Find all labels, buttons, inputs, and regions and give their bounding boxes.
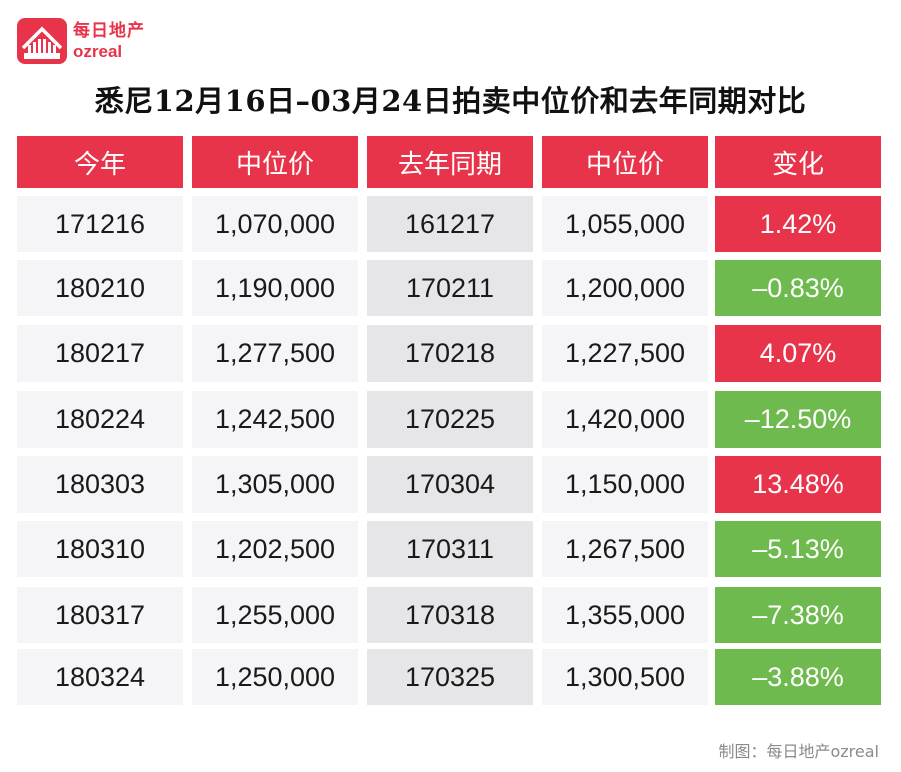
cell-last-year-median: 1,227,500 bbox=[542, 325, 708, 382]
cell-change: 4.07% bbox=[715, 325, 881, 382]
cell-change: –3.88% bbox=[715, 649, 881, 705]
header-last-year-median: 中位价 bbox=[542, 136, 708, 188]
cell-this-year-date: 180210 bbox=[17, 260, 183, 316]
cell-median-price: 1,190,000 bbox=[192, 260, 358, 316]
cell-change: 13.48% bbox=[715, 456, 881, 513]
cell-median-price: 1,277,500 bbox=[192, 325, 358, 382]
cell-last-year-median: 1,355,000 bbox=[542, 587, 708, 643]
cell-change: –12.50% bbox=[715, 391, 881, 448]
cell-last-year-median: 1,267,500 bbox=[542, 521, 708, 577]
cell-change: 1.42% bbox=[715, 196, 881, 252]
cell-this-year-date: 180310 bbox=[17, 521, 183, 577]
house-logo-icon bbox=[17, 18, 67, 64]
cell-last-year-date: 170218 bbox=[367, 325, 533, 382]
cell-this-year-date: 180317 bbox=[17, 587, 183, 643]
cell-last-year-date: 170311 bbox=[367, 521, 533, 577]
header-median-price: 中位价 bbox=[192, 136, 358, 188]
cell-median-price: 1,255,000 bbox=[192, 587, 358, 643]
footer-credit: 制图：每日地产ozreal bbox=[718, 742, 879, 761]
cell-last-year-date: 170211 bbox=[367, 260, 533, 316]
cell-last-year-date: 170318 bbox=[367, 587, 533, 643]
cell-median-price: 1,070,000 bbox=[192, 196, 358, 252]
header-this-year: 今年 bbox=[17, 136, 183, 188]
cell-last-year-median: 1,200,000 bbox=[542, 260, 708, 316]
cell-this-year-date: 180324 bbox=[17, 649, 183, 705]
cell-change: –0.83% bbox=[715, 260, 881, 316]
brand-name-en: ozreal bbox=[73, 41, 123, 61]
cell-change: –5.13% bbox=[715, 521, 881, 577]
cell-change: –7.38% bbox=[715, 587, 881, 643]
cell-median-price: 1,242,500 bbox=[192, 391, 358, 448]
cell-last-year-median: 1,055,000 bbox=[542, 196, 708, 252]
cell-last-year-date: 170304 bbox=[367, 456, 533, 513]
header-last-year: 去年同期 bbox=[367, 136, 533, 188]
brand-logo: 每日地产 ozreal bbox=[17, 18, 145, 64]
cell-last-year-median: 1,150,000 bbox=[542, 456, 708, 513]
cell-last-year-median: 1,300,500 bbox=[542, 649, 708, 705]
brand-name-cn: 每日地产 bbox=[73, 20, 145, 41]
cell-median-price: 1,250,000 bbox=[192, 649, 358, 705]
header-change: 变化 bbox=[715, 136, 881, 188]
cell-median-price: 1,305,000 bbox=[192, 456, 358, 513]
cell-this-year-date: 180303 bbox=[17, 456, 183, 513]
cell-last-year-date: 170225 bbox=[367, 391, 533, 448]
cell-last-year-median: 1,420,000 bbox=[542, 391, 708, 448]
cell-this-year-date: 180217 bbox=[17, 325, 183, 382]
cell-last-year-date: 170325 bbox=[367, 649, 533, 705]
cell-median-price: 1,202,500 bbox=[192, 521, 358, 577]
cell-this-year-date: 180224 bbox=[17, 391, 183, 448]
cell-this-year-date: 171216 bbox=[17, 196, 183, 252]
page-title: 悉尼12月16日–03月24日拍卖中位价和去年同期对比 bbox=[94, 84, 807, 118]
cell-last-year-date: 161217 bbox=[367, 196, 533, 252]
